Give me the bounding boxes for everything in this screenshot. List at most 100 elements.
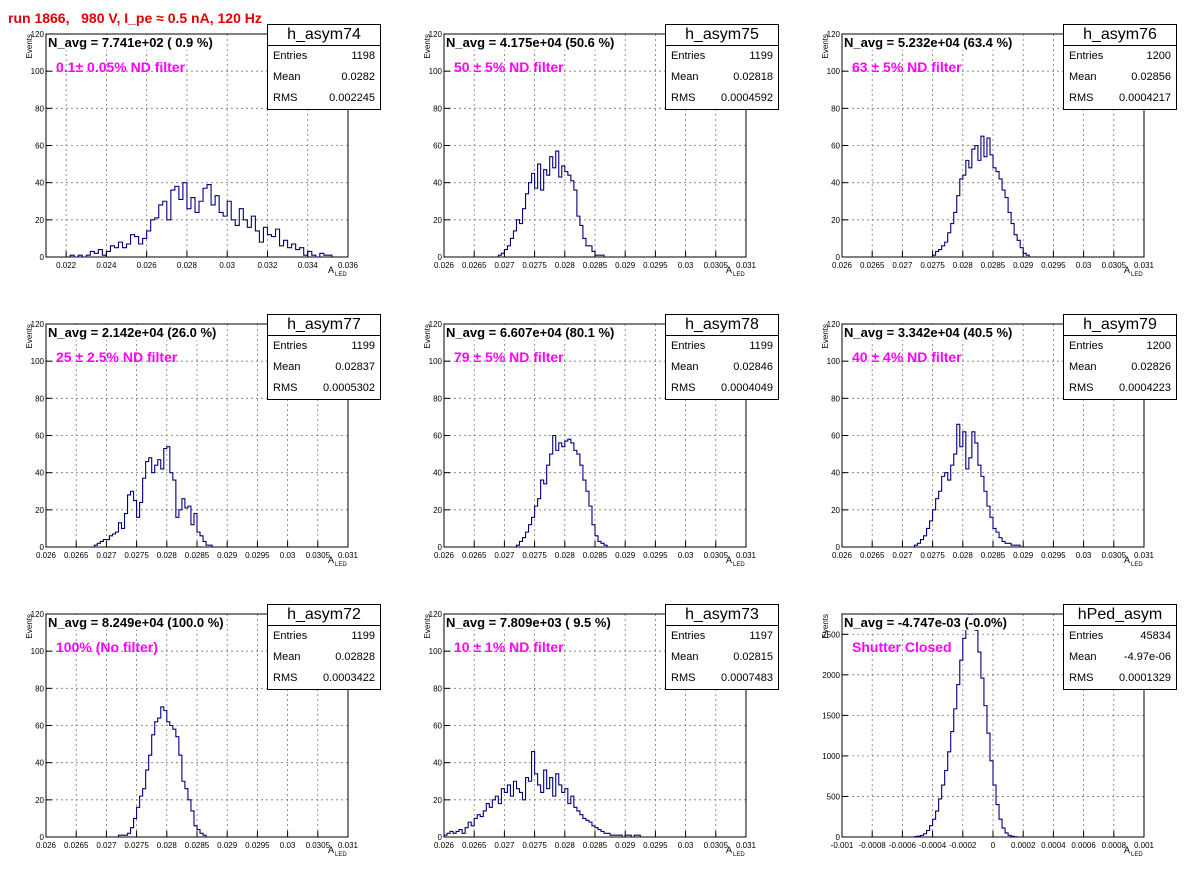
y-tick-label: 40 xyxy=(433,469,442,478)
x-tick-label: -0.001 xyxy=(831,841,854,850)
navg-label: N_avg = 8.249e+04 (100.0 %) xyxy=(48,615,224,630)
y-tick-label: 80 xyxy=(433,394,442,403)
x-tick-label: 0.0275 xyxy=(920,261,945,270)
histogram-line xyxy=(913,613,1018,838)
x-tick-label: 0.026 xyxy=(137,261,158,270)
y-tick-label: 20 xyxy=(831,506,840,515)
histogram-name: h_asym73 xyxy=(666,605,778,626)
x-tick-label: 0.0285 xyxy=(583,841,608,850)
stats-mean-value: 0.02818 xyxy=(733,71,773,83)
y-tick-label: 2500 xyxy=(822,630,840,639)
y-tick-label: 60 xyxy=(35,432,44,441)
y-tick-label: 60 xyxy=(433,722,442,731)
navg-label: N_avg = 6.607e+04 (80.1 %) xyxy=(446,325,615,340)
x-tick-label: 0.0265 xyxy=(64,841,89,850)
x-axis-label: A xyxy=(1124,555,1130,565)
histogram-plot: 0.026 0.0265 0.027 0.0275 0.028 0.0285 0.029 0.… xyxy=(25,610,359,858)
y-tick-label: 20 xyxy=(433,216,442,225)
navg-label: N_avg = 5.232e+04 (63.4 %) xyxy=(844,35,1013,50)
y-tick-label: 100 xyxy=(31,67,45,76)
histogram-panel: 0.026 0.0265 0.027 0.0275 0.028 0.0285 0.029 0.… xyxy=(796,290,1194,580)
stats-entries-row: Entries 1199 xyxy=(268,336,380,357)
stats-entries-row: Entries 1200 xyxy=(1064,336,1176,357)
y-tick-label: 80 xyxy=(831,104,840,113)
x-tick-label: 0.03 xyxy=(678,841,694,850)
x-tick-label: 0.03 xyxy=(678,261,694,270)
x-tick-label: 0.0265 xyxy=(462,841,487,850)
y-tick-label: 40 xyxy=(433,759,442,768)
y-tick-label: 0 xyxy=(836,543,841,552)
x-axis-label: A xyxy=(726,845,732,855)
y-tick-label: 0 xyxy=(40,543,45,552)
x-axis-label-subscript: LED xyxy=(1131,852,1143,858)
histogram-name: h_asym77 xyxy=(268,315,380,336)
y-tick-label: 100 xyxy=(429,357,443,366)
x-tick-label: 0.0265 xyxy=(462,261,487,270)
y-tick-label: 20 xyxy=(35,796,44,805)
x-tick-label: 0.028 xyxy=(953,551,974,560)
y-tick-label: 20 xyxy=(831,216,840,225)
stats-rms-label: RMS xyxy=(1069,382,1094,394)
stats-rms-row: RMS 0.002245 xyxy=(268,88,380,109)
histogram-panel: 0.022 0.024 0.026 0.028 0.03 0.032 0.034 0.036 0… xyxy=(0,0,398,290)
y-tick-label: 40 xyxy=(35,759,44,768)
x-tick-label: 0.001 xyxy=(1134,841,1155,850)
stats-mean-row: Mean -4.97e-06 xyxy=(1064,647,1176,668)
y-tick-label: 120 xyxy=(429,320,443,329)
stats-mean-value: 0.0282 xyxy=(341,71,375,83)
filter-note: 10 ± 1% ND filter xyxy=(454,639,564,655)
stats-box: h_asym77 Entries 1199 Mean 0.02837 RMS 0.00053… xyxy=(267,314,381,400)
x-tick-label: 0.027 xyxy=(494,841,515,850)
x-axis-label: A xyxy=(328,845,334,855)
x-axis-label: A xyxy=(1124,265,1130,275)
navg-label: N_avg = 4.175e+04 (50.6 %) xyxy=(446,35,615,50)
stats-rms-row: RMS 0.0004049 xyxy=(666,378,778,399)
y-tick-label: 80 xyxy=(433,684,442,693)
x-tick-label: 0.0305 xyxy=(306,841,331,850)
stats-entries-label: Entries xyxy=(273,50,308,62)
y-tick-label: 2000 xyxy=(822,671,840,680)
histogram-panel: -0.001 -0.0008 -0.0006 -0.0004 -0.0002 0 0.000… xyxy=(796,580,1194,870)
stats-box: h_asym73 Entries 1197 Mean 0.02815 RMS 0.00074… xyxy=(665,604,779,690)
stats-mean-value: 0.02828 xyxy=(335,651,375,663)
x-tick-label: 0.0285 xyxy=(981,551,1006,560)
stats-rms-value: 0.002245 xyxy=(329,92,375,104)
x-tick-label: 0.031 xyxy=(736,551,757,560)
stats-entries-row: Entries 45834 xyxy=(1064,626,1176,647)
x-tick-label: 0.031 xyxy=(736,841,757,850)
stats-entries-label: Entries xyxy=(273,630,308,642)
histogram-line xyxy=(93,446,213,547)
x-tick-label: 0.026 xyxy=(832,261,853,270)
y-tick-label: 60 xyxy=(831,142,840,151)
stats-rms-value: 0.0007483 xyxy=(721,672,773,684)
stats-mean-value: 0.02826 xyxy=(1131,361,1171,373)
y-tick-label: 120 xyxy=(31,320,45,329)
x-tick-label: 0.028 xyxy=(177,261,198,270)
x-tick-label: 0.026 xyxy=(36,551,57,560)
histogram-panel: 0.026 0.0265 0.027 0.0275 0.028 0.0285 0.029 0.… xyxy=(398,290,796,580)
stats-rms-value: 0.0005302 xyxy=(323,382,375,394)
stats-rms-row: RMS 0.0003422 xyxy=(268,668,380,689)
x-tick-label: 0.029 xyxy=(615,551,636,560)
x-tick-label: 0.0008 xyxy=(1102,841,1127,850)
x-axis-label: A xyxy=(1124,845,1130,855)
y-tick-label: 40 xyxy=(35,179,44,188)
x-tick-label: 0.031 xyxy=(338,841,359,850)
x-tick-label: 0.0305 xyxy=(1102,551,1127,560)
stats-rms-label: RMS xyxy=(671,382,696,394)
filter-note: 25 ± 2.5% ND filter xyxy=(56,349,178,365)
y-tick-label: 20 xyxy=(433,506,442,515)
histogram-panel: 0.026 0.0265 0.027 0.0275 0.028 0.0285 0.029 0.… xyxy=(398,0,796,290)
y-tick-label: 20 xyxy=(35,506,44,515)
stats-box: h_asym74 Entries 1198 Mean 0.0282 RMS 0.002245 xyxy=(267,24,381,110)
histogram-name: h_asym78 xyxy=(666,315,778,336)
x-tick-label: 0.028 xyxy=(555,841,576,850)
x-tick-label: 0.0305 xyxy=(306,551,331,560)
histogram-line xyxy=(69,182,333,258)
x-tick-label: 0.027 xyxy=(494,551,515,560)
y-tick-label: 80 xyxy=(35,104,44,113)
x-tick-label: 0.028 xyxy=(555,261,576,270)
x-tick-label: -0.0006 xyxy=(889,841,917,850)
stats-entries-row: Entries 1198 xyxy=(268,46,380,67)
stats-entries-value: 1197 xyxy=(749,630,773,642)
